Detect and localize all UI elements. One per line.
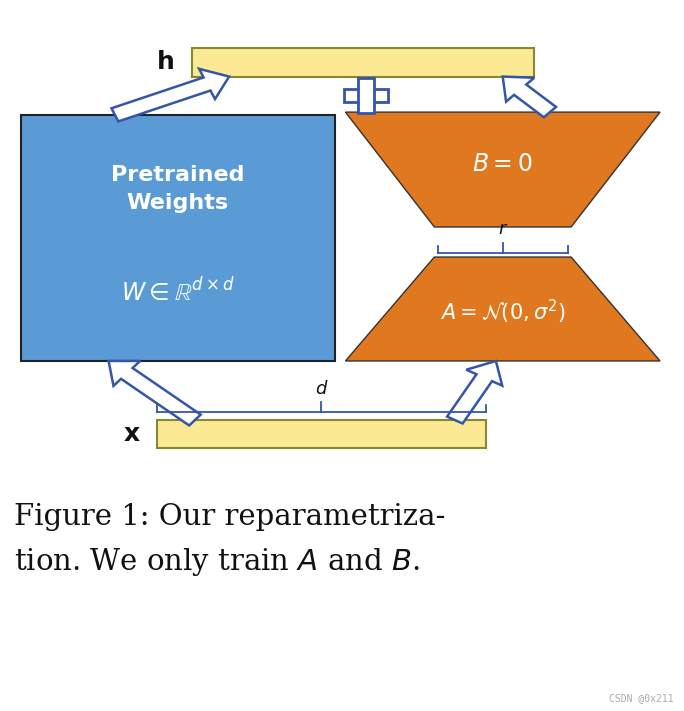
FancyBboxPatch shape xyxy=(21,115,335,361)
Text: Figure 1: Our reparametriza-
tion. We only train $A$ and $B$.: Figure 1: Our reparametriza- tion. We on… xyxy=(14,503,445,577)
Text: $A = \mathcal{N}(0,\sigma^2)$: $A = \mathcal{N}(0,\sigma^2)$ xyxy=(440,298,566,326)
Text: $W \in \mathbb{R}^{d \times d}$: $W \in \mathbb{R}^{d \times d}$ xyxy=(121,278,235,306)
Text: $d$: $d$ xyxy=(315,380,328,397)
Polygon shape xyxy=(345,257,660,361)
Text: h: h xyxy=(157,50,174,75)
Text: CSDN @0x211: CSDN @0x211 xyxy=(609,693,674,702)
FancyBboxPatch shape xyxy=(358,78,374,113)
Text: x: x xyxy=(124,422,140,447)
Polygon shape xyxy=(447,361,502,424)
FancyBboxPatch shape xyxy=(344,89,388,102)
Text: Pretrained
Weights: Pretrained Weights xyxy=(111,165,245,213)
Polygon shape xyxy=(345,112,660,227)
Text: $B = 0$: $B = 0$ xyxy=(473,153,533,176)
Polygon shape xyxy=(503,77,556,117)
FancyBboxPatch shape xyxy=(192,48,534,77)
Polygon shape xyxy=(111,69,229,122)
Polygon shape xyxy=(109,361,200,425)
FancyBboxPatch shape xyxy=(157,420,486,449)
Text: $r$: $r$ xyxy=(497,220,508,238)
